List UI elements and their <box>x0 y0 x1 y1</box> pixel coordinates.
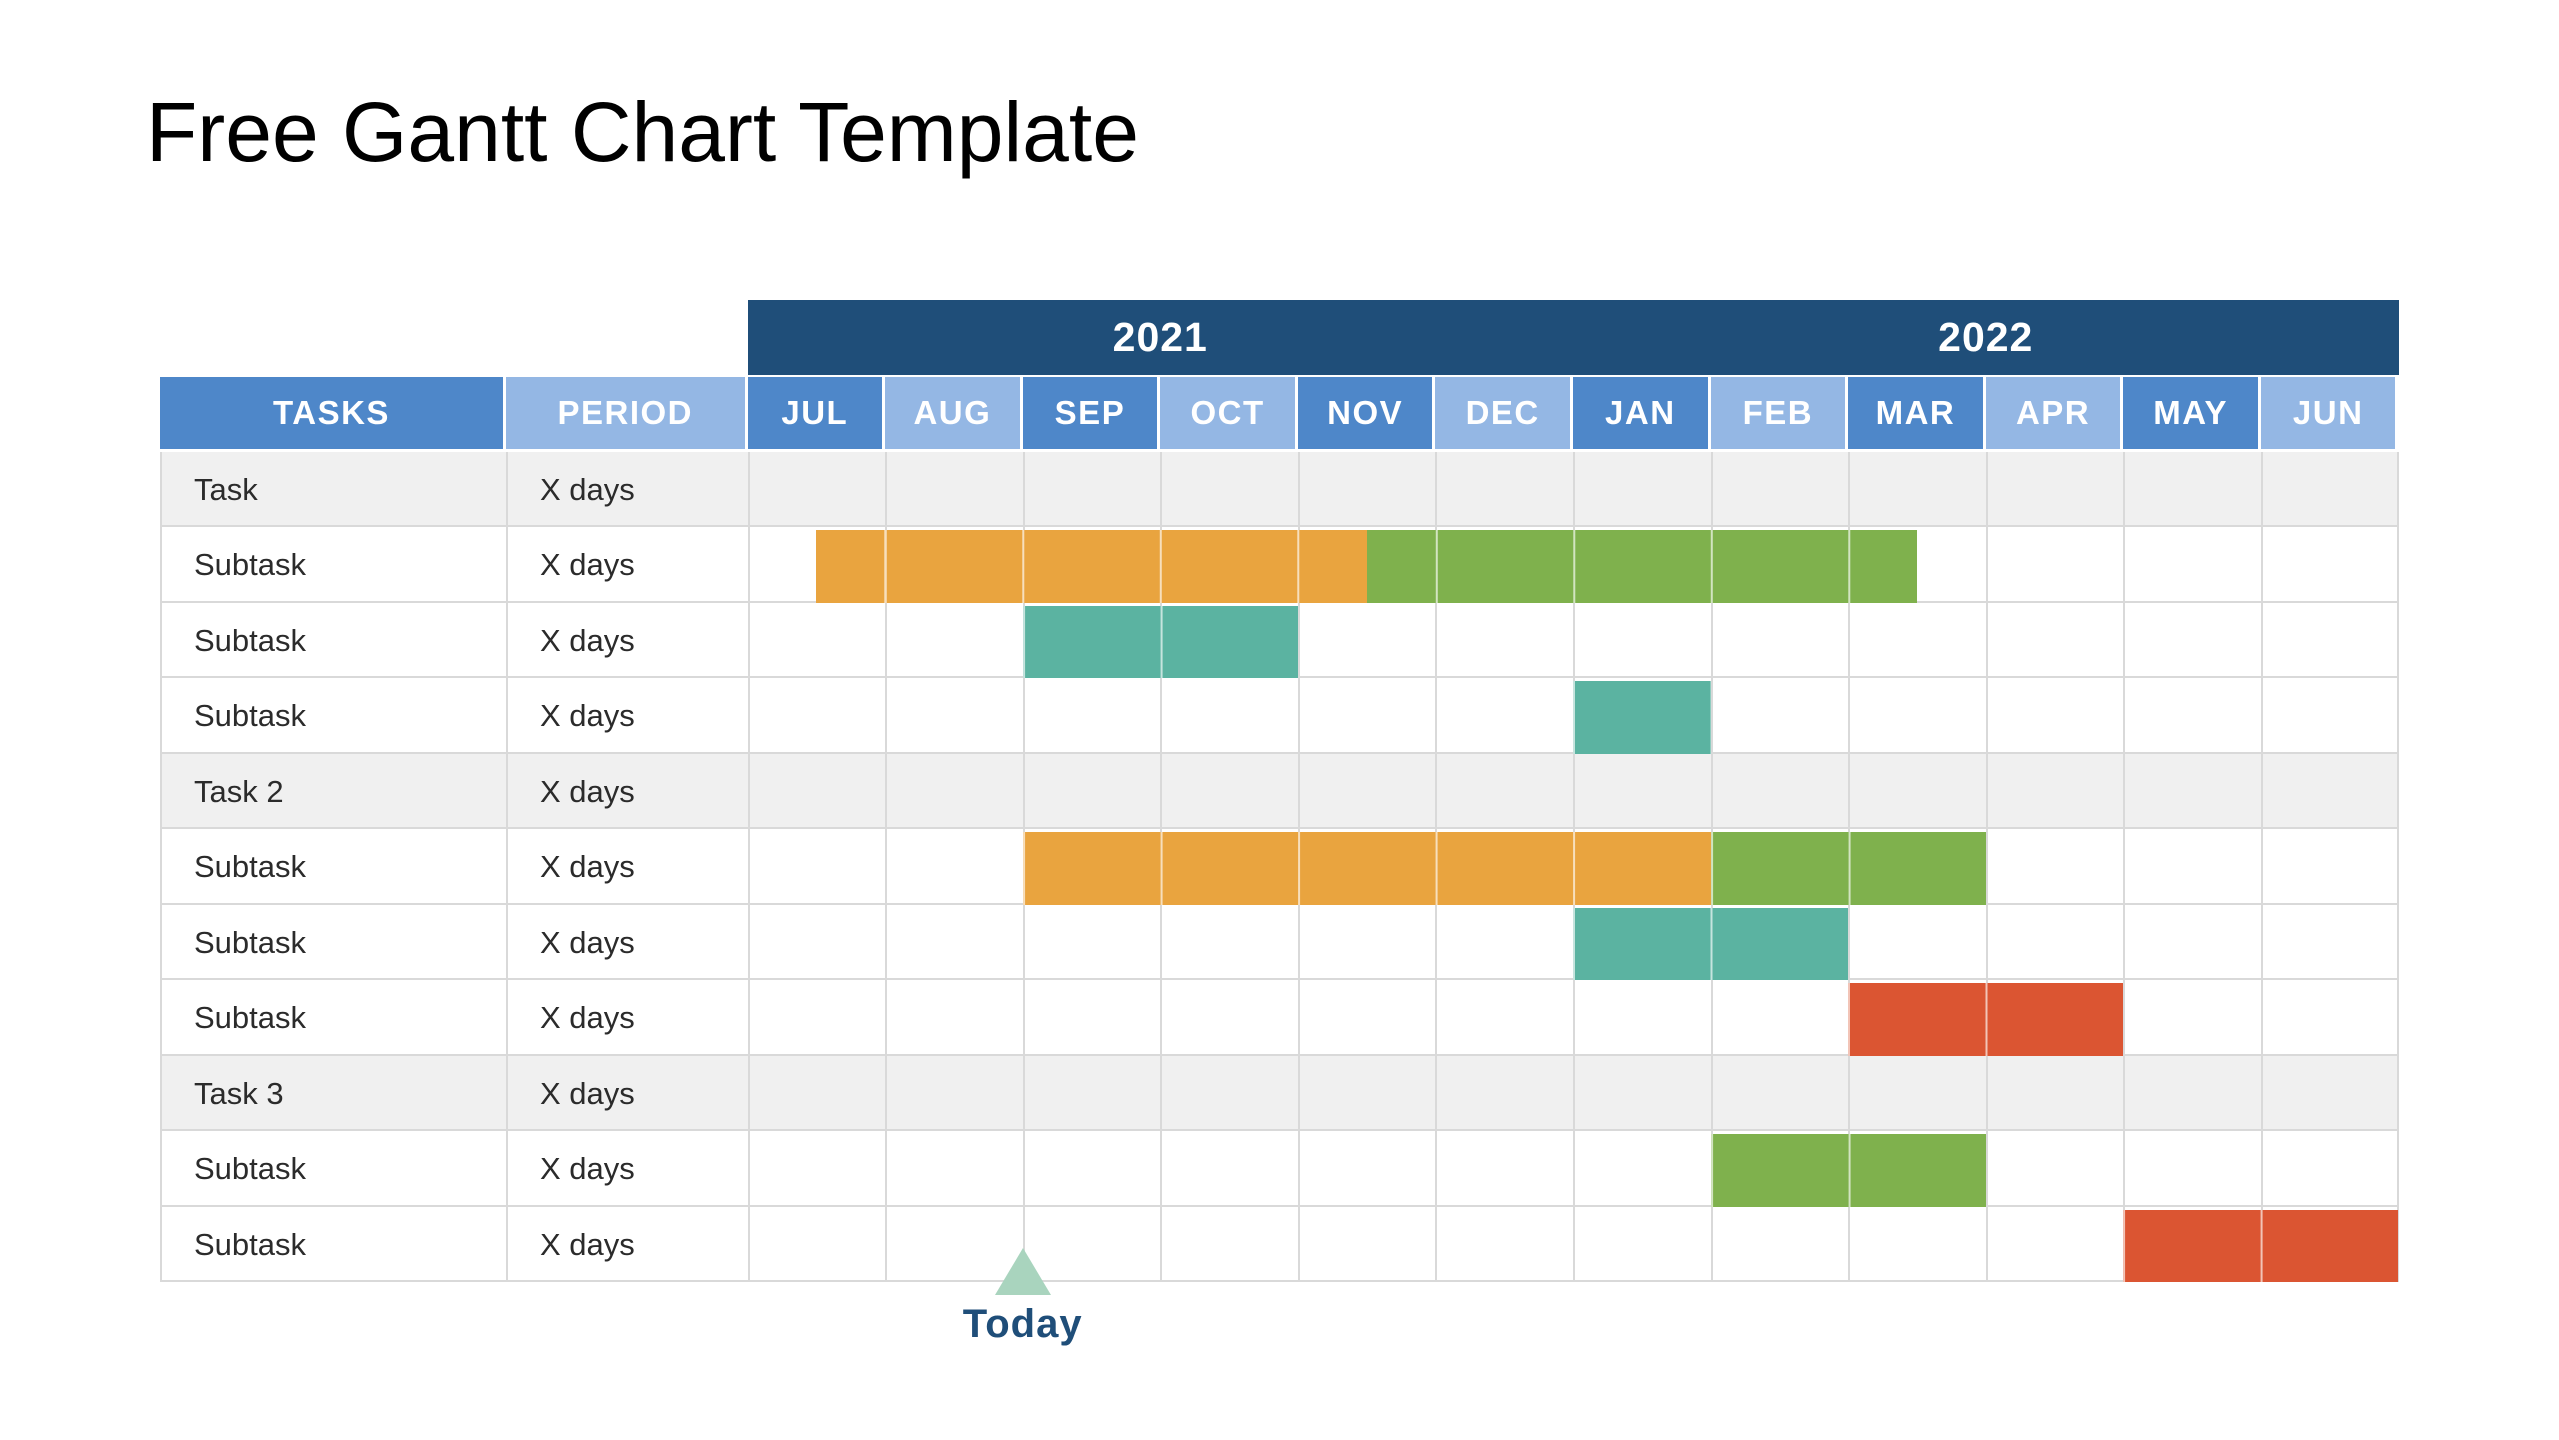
gridline-vertical <box>160 452 162 1282</box>
gantt-bar-red <box>1848 983 2124 1056</box>
task-row-stripe <box>160 452 2399 528</box>
period-value: X days <box>540 547 635 583</box>
year-label: 2022 <box>1938 314 2034 360</box>
year-label: 2021 <box>1112 314 1208 360</box>
task-label: Subtask <box>194 622 307 658</box>
period-value: X days <box>540 1075 635 1111</box>
month-header-apr: APR <box>1985 377 2124 449</box>
gantt-bar-teal <box>1573 681 1711 754</box>
period-value: X days <box>540 773 635 809</box>
column-header-period: PERIOD <box>506 377 748 449</box>
month-header-nov: NOV <box>1297 377 1436 449</box>
gridline-horizontal <box>160 1053 2399 1056</box>
gantt-bar-green <box>1366 530 1917 603</box>
month-header-aug: AUG <box>885 377 1023 449</box>
year-band <box>747 300 2399 375</box>
month-header-dec: DEC <box>1435 377 1573 449</box>
task-label: Subtask <box>194 547 307 583</box>
month-header-jul: JUL <box>747 377 886 449</box>
gridline-horizontal <box>160 525 2399 528</box>
month-header-oct: OCT <box>1160 377 1298 449</box>
gridline-horizontal <box>160 1129 2399 1132</box>
gridline-vertical <box>2260 452 2263 1282</box>
task-label: Subtask <box>194 924 307 960</box>
period-value: X days <box>540 849 635 885</box>
period-value: X days <box>540 622 635 658</box>
gridline-horizontal <box>160 751 2399 754</box>
gridline-vertical <box>885 452 888 1282</box>
gantt-bar-green <box>1710 832 1986 905</box>
gantt-bar-red <box>2123 1209 2399 1282</box>
gridline-vertical <box>2396 452 2399 1282</box>
task-label: Task 3 <box>194 1075 284 1111</box>
task-label: Task <box>194 472 258 507</box>
gantt-bar-teal <box>1022 605 1298 679</box>
gridline-vertical <box>1985 452 1988 1282</box>
month-header-sep: SEP <box>1022 377 1161 449</box>
column-header-tasks: TASKS <box>160 377 506 449</box>
month-header-jan: JAN <box>1573 377 1711 449</box>
period-value: X days <box>540 472 635 507</box>
month-header-may: MAY <box>2123 377 2261 449</box>
task-row-stripe <box>160 753 2399 830</box>
month-header-mar: MAR <box>1848 377 1986 449</box>
gridline-horizontal <box>160 978 2399 981</box>
period-value: X days <box>540 698 635 734</box>
page-title: Free Gantt Chart Template <box>146 85 1139 179</box>
gantt-bar-orange <box>1022 832 1711 905</box>
gridline-horizontal <box>160 827 2399 830</box>
today-label: Today <box>962 1302 1083 1346</box>
gridline-horizontal <box>160 1204 2399 1207</box>
period-value: X days <box>540 1226 635 1262</box>
task-label: Subtask <box>194 1000 307 1036</box>
task-label: Subtask <box>194 1151 307 1187</box>
gridline-vertical <box>506 452 508 1282</box>
month-header-jun: JUN <box>2260 377 2399 449</box>
gantt-bar-green <box>1710 1134 1986 1207</box>
today-triangle-icon <box>994 1248 1051 1295</box>
gantt-bar-teal <box>1573 907 1849 981</box>
period-value: X days <box>540 1151 635 1187</box>
period-value: X days <box>540 1000 635 1036</box>
task-row-stripe <box>160 1055 2399 1132</box>
task-label: Subtask <box>194 849 307 885</box>
period-value: X days <box>540 924 635 960</box>
gridline-vertical <box>2123 452 2126 1282</box>
task-label: Subtask <box>194 1226 307 1262</box>
gantt-bar-orange <box>816 530 1367 603</box>
gridline-horizontal <box>160 1280 2399 1282</box>
month-header-feb: FEB <box>1710 377 1849 449</box>
gridline-vertical <box>747 452 750 1282</box>
task-label: Subtask <box>194 698 307 734</box>
task-label: Task 2 <box>194 773 284 809</box>
